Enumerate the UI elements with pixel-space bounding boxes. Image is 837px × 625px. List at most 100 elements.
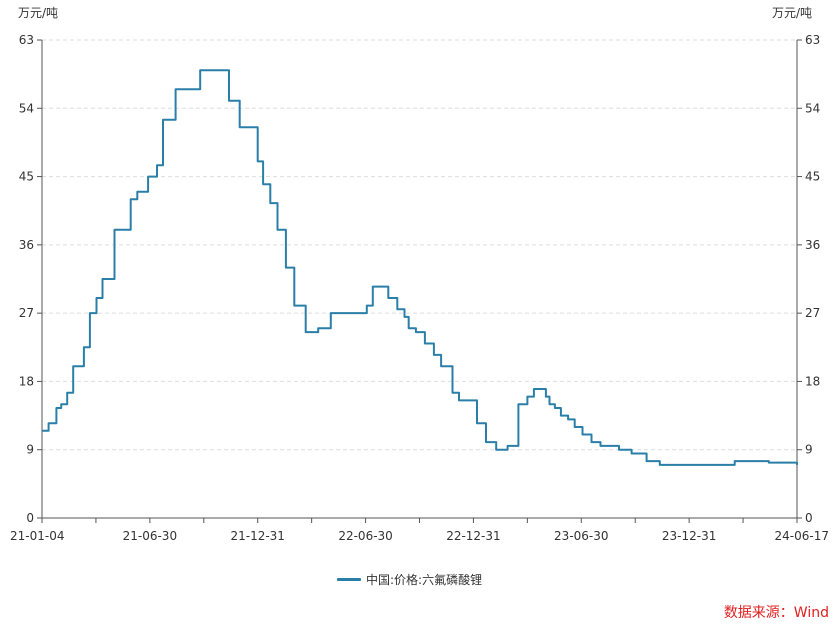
x-tick-label: 22-06-30 [338,529,392,543]
data-point [175,88,177,90]
data-point [156,164,158,166]
data-point [262,183,264,185]
data-point [609,445,611,447]
y-axis-ticks: 0 0 9 9 18 18 27 27 36 36 45 45 54 54 63 63 [19,33,821,525]
data-point [567,418,569,420]
data-point [96,297,98,299]
data-point [257,160,259,162]
data-point [348,312,350,314]
source-note: 数据来源：Wind [723,605,829,621]
series-line [42,69,798,466]
data-point [317,327,319,329]
left-unit-label: 万元/吨 [18,6,58,20]
data-point [214,69,216,71]
data-point [755,460,757,462]
y-tick-label-left: 54 [19,101,34,115]
data-point [77,365,79,367]
data-point [114,229,116,231]
legend[interactable]: 中国:价格:六氟磷酸锂 [337,571,482,588]
data-point [517,403,519,405]
y-tick-label-left: 45 [19,170,34,184]
data-point [618,449,620,451]
data-point [83,346,85,348]
y-tick-label-left: 27 [19,306,34,320]
data-point [122,229,124,231]
data-point [659,464,661,466]
y-tick-label-right: 45 [805,170,820,184]
x-tick-label: 21-01-04 [10,529,64,543]
x-axis-ticks: 21-01-04 21-06-30 21-12-31 22-06-30 22-12-31… [10,518,829,543]
data-point [695,464,697,466]
x-tick-label: 21-06-30 [123,529,177,543]
data-point [285,267,287,269]
data-point [424,342,426,344]
data-point [66,392,68,394]
data-point [533,388,535,390]
data-point [326,327,328,329]
data-point [136,191,138,193]
data-point [341,312,343,314]
x-tick-label: 24-06-17 [775,529,829,543]
data-point [768,462,770,464]
data-point [599,445,601,447]
y-tick-label-right: 18 [805,374,820,388]
data-point [269,202,271,204]
y-tick-label-left: 9 [26,443,34,457]
data-point [190,88,192,90]
y-tick-label-left: 36 [19,238,34,252]
data-point [743,460,745,462]
data-point [89,312,91,314]
data-point [162,119,164,121]
data-point [495,449,497,451]
data-point [677,464,679,466]
data-point [404,316,406,318]
x-tick-label: 23-06-30 [554,529,608,543]
data-point [330,312,332,314]
series-layer [42,69,798,466]
data-point [199,69,201,71]
data-point [276,229,278,231]
data-point [433,354,435,356]
data-point [102,278,104,280]
data-point [507,445,509,447]
axes [41,40,798,519]
data-point [560,415,562,417]
y-tick-label-left: 18 [19,374,34,388]
x-tick-label: 21-12-31 [230,529,284,543]
data-point [181,88,183,90]
data-point [476,422,478,424]
data-point [396,308,398,310]
data-point [451,392,453,394]
data-point [539,388,541,390]
data-point [554,407,556,409]
right-unit-label: 万元/吨 [772,6,812,20]
x-tick-label: 22-12-31 [446,529,500,543]
data-point [228,100,230,102]
data-point [714,464,716,466]
data-point [55,407,57,409]
data-point [485,441,487,443]
data-point [458,399,460,401]
data-point [796,464,798,466]
data-point [590,441,592,443]
data-point [366,305,368,307]
data-point [549,403,551,405]
x-tick-label: 23-12-31 [662,529,716,543]
data-point [581,434,583,436]
data-point [108,278,110,280]
y-tick-label-right: 9 [805,443,813,457]
data-point [574,426,576,428]
data-point [293,305,295,307]
y-tick-label-left: 0 [26,511,34,525]
data-point [408,327,410,329]
data-point [734,460,736,462]
data-point [239,126,241,128]
legend-swatch [337,578,361,581]
data-point [72,365,74,367]
data-point [387,297,389,299]
y-tick-label-left: 63 [19,33,34,47]
data-point [60,403,62,405]
y-tick-label-right: 0 [805,511,813,525]
grid-lines [42,39,797,451]
data-point [440,365,442,367]
